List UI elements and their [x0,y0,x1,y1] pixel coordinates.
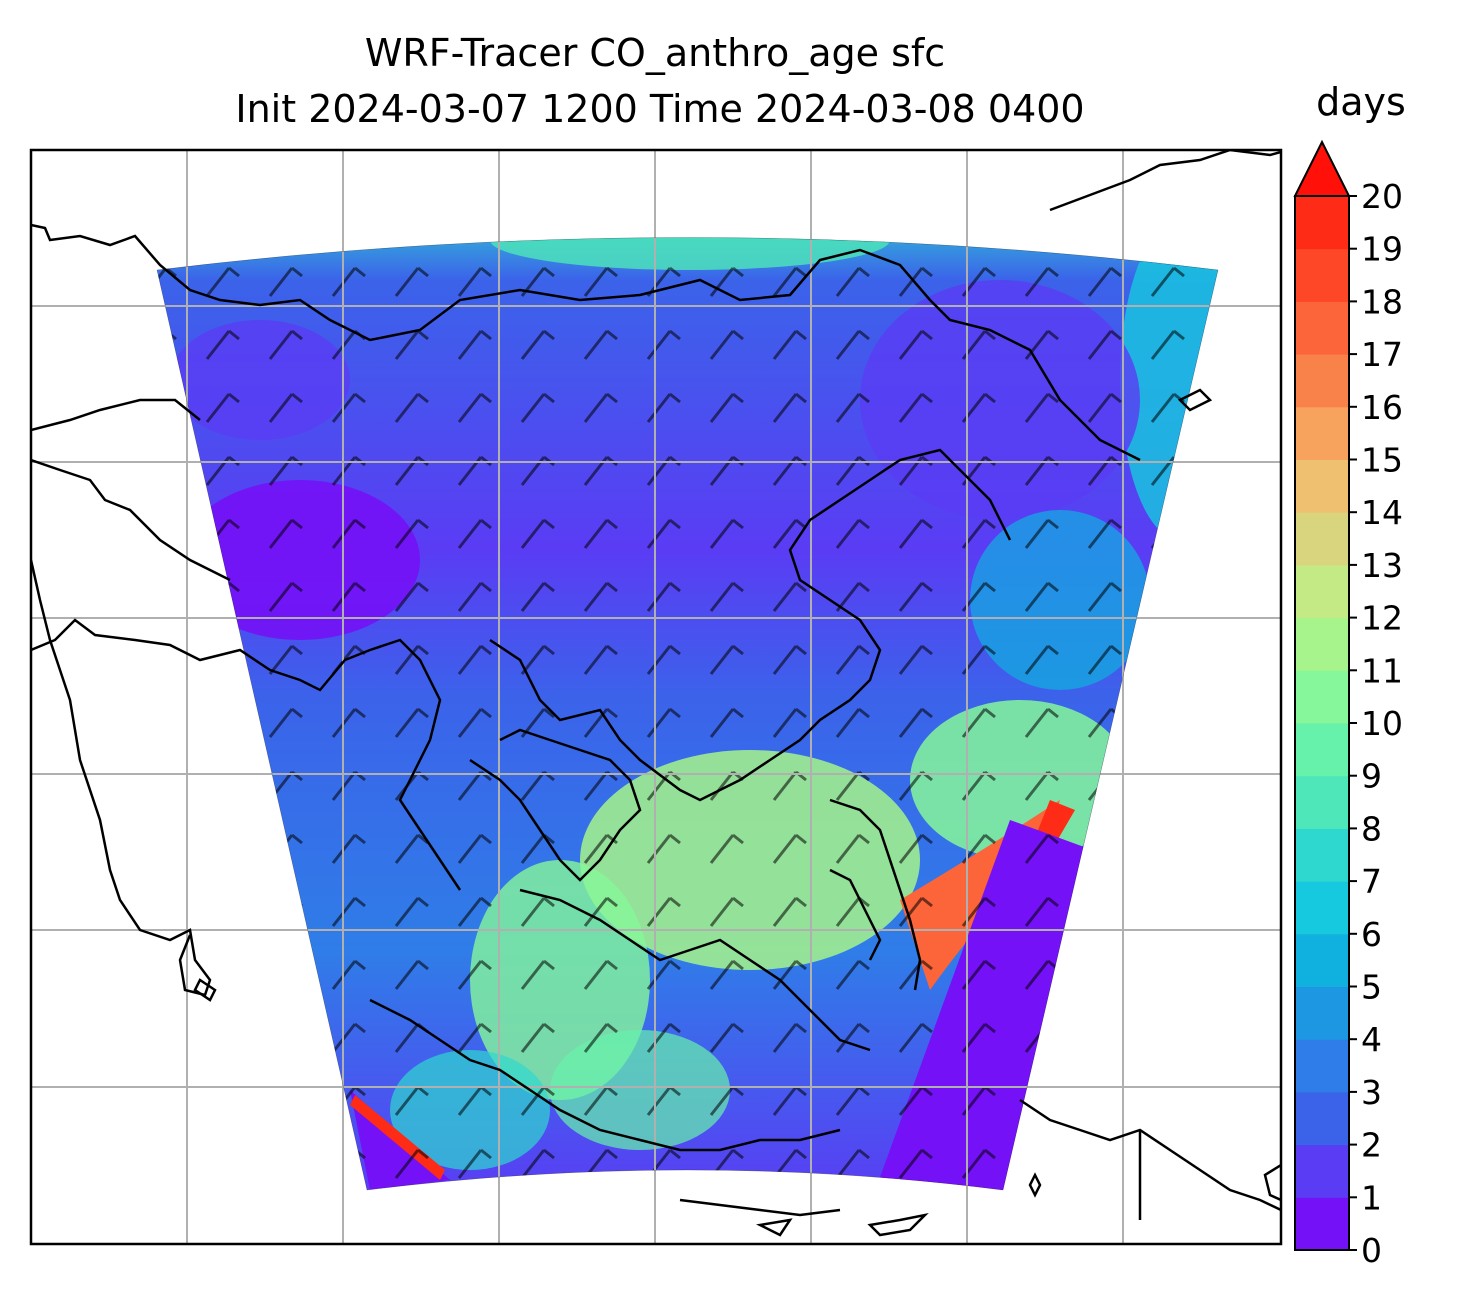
colorbar-tick-label: 13 [1361,546,1403,585]
colorbar-segment [1295,1144,1349,1198]
map-axes [31,150,1281,1244]
colorbar-tick-label: 14 [1361,493,1403,532]
colorbar-tick-label: 20 [1361,177,1403,216]
colorbar-segment [1295,301,1349,355]
colorbar-segment [1295,1039,1349,1093]
colorbar-tick-label: 12 [1361,599,1403,638]
colorbar-segment [1295,1197,1349,1251]
colorbar-segments [1295,196,1349,1251]
colorbar-tick-label: 18 [1361,282,1403,321]
colorbar-segment [1295,775,1349,829]
colorbar-segment [1295,723,1349,777]
colorbar-label: days [1316,80,1406,124]
colorbar-segment [1295,354,1349,408]
map-frame [29,148,1283,1246]
colorbar-segment [1295,459,1349,513]
co-age-field [157,237,1218,1190]
colorbar-segment [1295,406,1349,460]
colorbar-segment [1295,617,1349,671]
colorbar-tick-label: 11 [1361,651,1403,690]
colorbar-tick-label: 9 [1361,757,1382,796]
colorbar-segment [1295,828,1349,882]
colorbar-segment [1295,670,1349,724]
domain-outline [156,237,1219,1191]
colorbar-segment [1295,248,1349,302]
colorbar-tick-label: 19 [1361,230,1403,269]
colorbar-tick-label: 5 [1361,968,1382,1007]
colorbar-tick-label: 6 [1361,915,1382,954]
colorbar-extend-arrow [1293,139,1351,197]
colorbar-tick-label: 17 [1361,335,1403,374]
figure-title-line1: WRF-Tracer CO_anthro_age sfc [365,31,945,75]
colorbar-segment [1295,196,1349,250]
colorbar-tick-label: 15 [1361,441,1403,480]
colorbar-tick-label: 1 [1361,1178,1382,1217]
colorbar-tick-label: 3 [1361,1073,1382,1112]
coastlines [31,150,1281,1237]
colorbar-tick-label: 2 [1361,1126,1382,1165]
figure-title-line2: Init 2024-03-07 1200 Time 2024-03-08 040… [235,87,1084,131]
colorbar-segment [1295,564,1349,619]
colorbar-segment [1295,512,1349,566]
colorbar-tick-label: 16 [1361,388,1403,427]
colorbar-tick-label: 7 [1361,862,1382,901]
colorbar-tick-label: 0 [1361,1231,1382,1270]
colorbar-segment [1295,881,1349,935]
colorbar-segment [1295,986,1349,1040]
colorbar-tick-label: 10 [1361,704,1403,743]
colorbar-tick-label: 4 [1361,1020,1382,1059]
colorbar-segment [1295,1091,1349,1146]
colorbar-tick-label: 8 [1361,809,1382,848]
colorbar-segment [1295,933,1349,987]
gridlines [31,150,1281,1244]
